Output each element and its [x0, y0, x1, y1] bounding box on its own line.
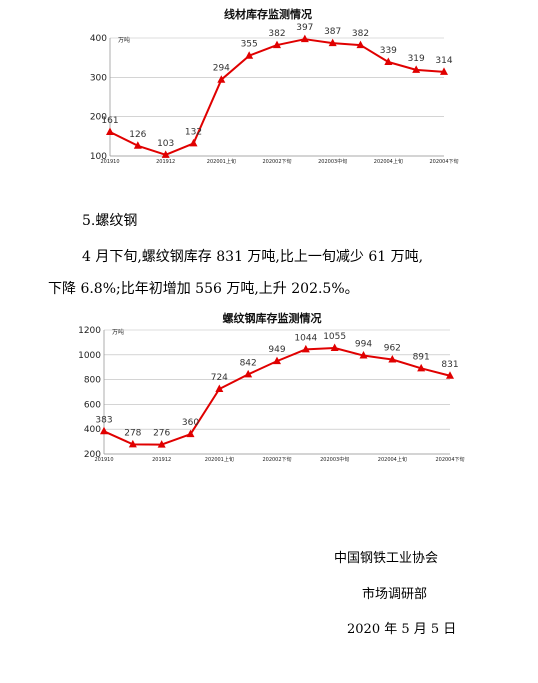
data-point-marker — [384, 57, 393, 65]
data-point-marker — [106, 127, 114, 136]
data-label: 1055 — [323, 332, 346, 342]
signature-date: 2020 年 5 月 5 日 — [347, 622, 457, 637]
x-tick-label: 202004下旬 — [429, 158, 458, 165]
data-point-marker — [440, 67, 448, 75]
data-label: 724 — [211, 373, 228, 383]
data-label: 891 — [413, 352, 430, 362]
data-point-marker — [412, 65, 421, 73]
x-tick-label: 201912 — [156, 159, 175, 165]
data-label: 994 — [355, 340, 372, 350]
data-label: 1044 — [294, 333, 317, 343]
data-label: 126 — [129, 130, 146, 140]
x-tick-label: 202002下旬 — [262, 158, 291, 165]
signature-department: 市场调研部 — [362, 587, 428, 602]
data-label: 161 — [101, 116, 118, 126]
data-label: 831 — [441, 360, 458, 370]
data-point-marker — [273, 40, 281, 49]
x-tick-label: 202004上旬 — [378, 456, 407, 463]
data-point-marker — [128, 439, 137, 448]
data-label: 360 — [182, 418, 199, 428]
y-tick-label: 800 — [84, 376, 101, 386]
y-tick-label: 1000 — [78, 351, 101, 361]
data-point-marker — [217, 75, 226, 83]
chart-title: 螺纹钢库存监测情况 — [223, 311, 322, 325]
data-point-marker — [388, 355, 397, 363]
y-tick-label: 200 — [90, 113, 107, 123]
data-label: 355 — [241, 40, 258, 50]
data-point-marker — [273, 356, 281, 365]
data-point-marker — [157, 440, 166, 448]
y-tick-label: 100 — [90, 152, 107, 162]
unit-label: 万吨 — [112, 328, 124, 336]
data-point-marker — [417, 363, 426, 372]
data-label: 276 — [153, 429, 170, 439]
y-tick-label: 300 — [90, 73, 107, 83]
paragraph-line-2: 下降 6.8%;比年初增加 556 万吨,上升 202.5%。 — [48, 281, 359, 297]
data-point-marker — [301, 344, 310, 353]
data-label: 319 — [408, 54, 425, 64]
y-tick-label: 400 — [84, 425, 101, 435]
data-label: 962 — [384, 344, 401, 354]
data-label: 949 — [268, 345, 285, 355]
data-point-marker — [356, 40, 365, 49]
data-point-marker — [133, 141, 142, 149]
y-tick-label: 1200 — [78, 326, 101, 336]
data-point-marker — [245, 51, 254, 59]
data-point-marker — [189, 138, 198, 147]
x-tick-label: 202001上旬 — [205, 456, 234, 463]
series-line — [109, 38, 445, 156]
data-label: 294 — [213, 64, 230, 74]
data-label: 339 — [380, 46, 397, 56]
y-tick-label: 400 — [90, 34, 107, 44]
data-point-marker — [244, 369, 253, 378]
x-tick-label: 201910 — [100, 159, 119, 165]
data-label: 382 — [352, 29, 369, 39]
x-tick-label: 202002下旬 — [262, 456, 291, 463]
data-point-marker — [161, 150, 170, 158]
data-point-marker — [100, 426, 108, 435]
signature-organization: 中国钢铁工业协会 — [334, 551, 439, 566]
data-point-marker — [359, 351, 368, 359]
x-tick-label: 201910 — [94, 457, 113, 463]
y-tick-label: 600 — [84, 400, 101, 410]
x-tick-label: 202004上旬 — [374, 158, 403, 165]
data-label: 397 — [296, 23, 313, 33]
data-label: 278 — [124, 428, 141, 438]
x-tick-label: 202001上旬 — [207, 158, 236, 165]
data-label: 842 — [240, 358, 257, 368]
y-tick-label: 200 — [84, 450, 101, 460]
x-tick-label: 202003中旬 — [320, 456, 349, 463]
data-point-marker — [186, 429, 195, 438]
data-label: 382 — [268, 29, 285, 39]
x-tick-label: 202003中旬 — [318, 158, 347, 165]
paragraph-line-1: 4 月下旬,螺纹钢库存 831 万吨,比上一旬减少 61 万吨, — [82, 249, 424, 265]
data-label: 387 — [324, 27, 341, 37]
chart-title: 线材库存监测情况 — [224, 7, 312, 21]
unit-label: 万吨 — [118, 36, 130, 44]
data-label: 314 — [435, 56, 452, 66]
x-tick-label: 202004下旬 — [435, 456, 464, 463]
x-tick-label: 201912 — [152, 457, 171, 463]
data-point-marker — [215, 384, 224, 393]
data-point-marker — [330, 343, 339, 351]
data-label: 383 — [95, 415, 112, 425]
data-label: 103 — [157, 139, 174, 149]
data-point-marker — [300, 34, 309, 43]
data-point-marker — [446, 371, 454, 379]
section-heading: 5.螺纹钢 — [82, 213, 138, 229]
data-point-marker — [328, 38, 337, 47]
data-label: 132 — [185, 127, 202, 137]
